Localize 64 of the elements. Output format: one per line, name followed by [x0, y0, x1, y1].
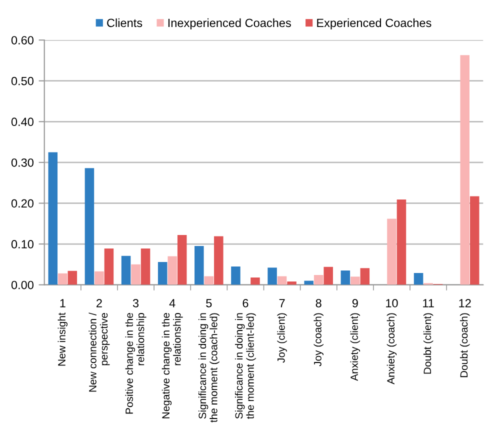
x-tick-label: 12	[459, 299, 471, 308]
bar	[158, 262, 168, 285]
bar	[214, 236, 224, 285]
legend-label: Inexperienced Coaches	[168, 18, 291, 30]
bar	[350, 276, 360, 285]
x-tick-label: 1	[60, 299, 66, 308]
y-tick-label: 0.60	[11, 36, 34, 44]
bar	[470, 196, 480, 285]
text: Anxiety (client)	[350, 313, 360, 381]
y-tick-label: 0.50	[11, 76, 34, 86]
bar	[194, 246, 204, 285]
bar	[396, 200, 406, 285]
text: Anxiety (coach)	[386, 313, 397, 384]
x-tick-label: 4	[169, 299, 176, 308]
bar	[314, 275, 324, 285]
text: Doubt (coach)	[460, 313, 470, 378]
bar	[324, 266, 333, 285]
y-tick-label: 0.10	[11, 240, 34, 248]
bar	[131, 264, 140, 285]
x-tick-label: 3	[132, 299, 139, 308]
bar	[360, 268, 370, 285]
text: Significance in doing in the moment (coach-led)	[198, 313, 220, 422]
y-tick-label: 0.30	[11, 158, 34, 167]
x-tick-label: 9	[352, 299, 358, 308]
y-tick-label: 0.20	[11, 199, 34, 208]
x-tick-label: 6	[242, 299, 248, 308]
bar	[387, 218, 396, 285]
bar	[177, 235, 187, 285]
bar	[84, 168, 94, 285]
bar	[340, 270, 350, 285]
y-tick-label: 0.00	[11, 280, 34, 290]
bar	[304, 280, 314, 285]
bar	[140, 248, 150, 285]
y-tick-label: 0.40	[11, 118, 34, 126]
text: Positive change in the relationship	[125, 313, 146, 414]
text: New insight	[58, 312, 68, 366]
text: Significance in doing in the moment (client-led)	[235, 313, 256, 419]
bar	[48, 152, 58, 285]
text: Doubt (client)	[423, 313, 434, 374]
bar	[121, 256, 131, 285]
bar	[268, 268, 277, 285]
bar	[460, 55, 470, 285]
x-tick-label: 8	[316, 299, 322, 308]
legend-label: Clients	[107, 18, 142, 28]
bar	[414, 272, 424, 285]
bar	[168, 256, 177, 285]
bar	[68, 270, 78, 285]
x-tick-label: 7	[279, 299, 285, 308]
text: Joy (client)	[277, 313, 287, 363]
x-tick-label: 2	[96, 299, 102, 308]
bar	[104, 248, 114, 285]
legend-label: Experienced Coaches	[317, 18, 432, 30]
bar	[58, 273, 68, 285]
text: New connection / perspective	[88, 312, 110, 392]
bar	[204, 276, 214, 285]
bar	[277, 276, 287, 285]
bar	[231, 266, 240, 285]
x-tick-label: 5	[206, 299, 212, 308]
text: Joy (coach)	[314, 313, 324, 366]
x-tick-label: 10	[386, 299, 398, 308]
bar	[94, 271, 104, 285]
x-tick-label: 11	[423, 299, 434, 308]
bar	[287, 282, 296, 285]
bar	[250, 277, 260, 285]
